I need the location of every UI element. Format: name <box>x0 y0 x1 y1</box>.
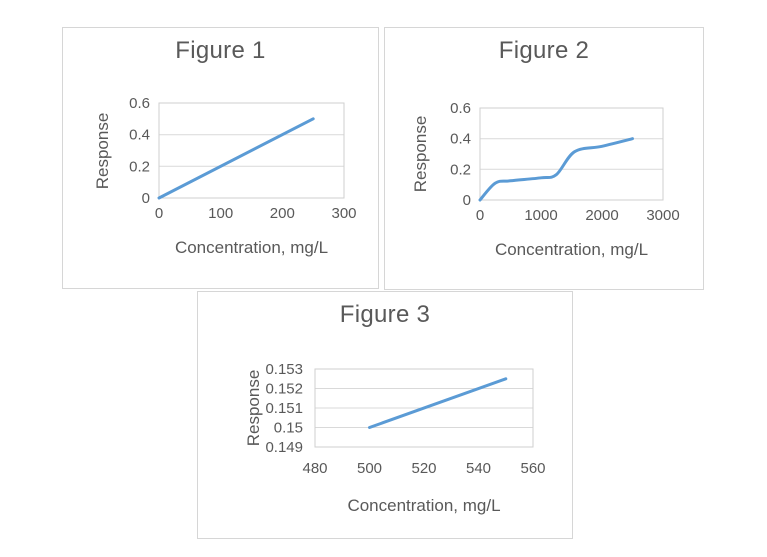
y-tick-label: 0.2 <box>129 158 150 175</box>
y-tick-label: 0.4 <box>450 131 471 148</box>
figure-1-title: Figure 1 <box>175 37 266 64</box>
figure-2-plot: 0 0.2 0.4 0.6 0 1000 2000 3000 <box>450 100 680 224</box>
y-tick-label: 0.6 <box>129 95 150 112</box>
figure-2-title: Figure 2 <box>498 37 590 64</box>
data-series-line <box>157 117 315 200</box>
plot-area-border <box>479 107 664 201</box>
y-tick-label: 0.6 <box>450 100 471 117</box>
x-tick-label: 2000 <box>585 207 618 224</box>
x-tick-label: 200 <box>270 205 295 222</box>
x-tick-label: 480 <box>302 460 327 477</box>
figure-3-x-axis-title: Concentration, mg/L <box>347 496 501 515</box>
y-tick-label: 0.149 <box>265 439 303 456</box>
x-tick-label: 560 <box>520 460 545 477</box>
plot-area-border <box>314 368 534 448</box>
y-tick-label: 0.15 <box>274 420 303 437</box>
figure-3-plot: 0.149 0.15 0.151 0.152 0.153 480 500 520 540 560 <box>265 361 545 477</box>
x-tick-label: 0 <box>476 207 484 224</box>
y-tick-label: 0 <box>463 192 471 209</box>
y-tick-label: 0.4 <box>129 127 150 144</box>
figure-2-panel: Figure 2 Response 0 0.2 0.4 0.6 0 1000 2000 300… <box>384 27 704 290</box>
y-tick-label: 0.151 <box>265 400 303 417</box>
x-tick-label: 300 <box>331 205 356 222</box>
figure-1-plot: 0 0.2 0.4 0.6 0 100 200 300 <box>129 95 356 222</box>
plot-area-border <box>158 102 345 199</box>
x-tick-label: 0 <box>155 205 163 222</box>
y-tick-label: 0 <box>142 190 150 207</box>
figure-2-x-axis-title: Concentration, mg/L <box>494 240 649 259</box>
x-tick-label: 520 <box>411 460 436 477</box>
y-tick-label: 0.153 <box>265 361 303 378</box>
x-tick-label: 100 <box>208 205 233 222</box>
figure-1-x-axis-title: Concentration, mg/L <box>174 238 329 257</box>
figure-3-title: Figure 3 <box>339 301 431 328</box>
data-series-line <box>478 137 634 202</box>
x-tick-label: 3000 <box>646 207 679 224</box>
figure-1-panel: Figure 1 Response 0 0.2 0.4 0.6 0 100 200 300 C… <box>62 27 379 289</box>
y-tick-label: 0.2 <box>450 161 471 178</box>
data-series-line <box>368 377 508 429</box>
figure-3-panel: Figure 3 Response 0.149 0.15 0.151 0.152 0.1… <box>197 291 573 539</box>
y-tick-label: 0.152 <box>265 381 303 398</box>
x-tick-label: 500 <box>357 460 382 477</box>
x-tick-label: 540 <box>466 460 491 477</box>
x-tick-label: 1000 <box>524 207 557 224</box>
